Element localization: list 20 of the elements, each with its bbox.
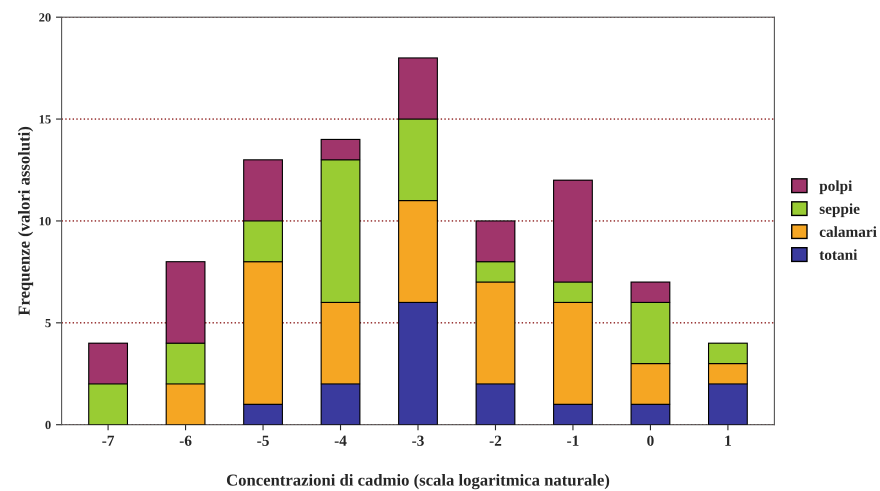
- y-tick-label: 0: [45, 420, 51, 430]
- x-tick-label: -2: [490, 436, 502, 446]
- x-tick-label: 1: [725, 436, 731, 446]
- y-tick-label: 20: [39, 13, 51, 22]
- x-tick-label: -1: [567, 436, 579, 446]
- legend-label: seppie: [820, 203, 860, 218]
- x-axis-title: Concentrazioni di cadmio (scala logaritmica naturale): [226, 474, 610, 490]
- y-axis-title: Frequenze (valori assoluti): [18, 126, 34, 316]
- x-tick-label: -5: [257, 436, 269, 446]
- y-tick-label: 15: [40, 115, 51, 124]
- y-tick-label: 5: [45, 318, 51, 328]
- legend-label: polpi: [819, 180, 852, 194]
- x-tick-label: -7: [102, 436, 114, 446]
- x-tick-label: -6: [180, 436, 192, 446]
- y-tick-label: 10: [40, 216, 51, 226]
- legend-label: calamari: [820, 226, 877, 237]
- x-tick-label: -4: [334, 436, 347, 446]
- x-tick-label: -3: [412, 436, 424, 446]
- x-tick-label: 0: [647, 436, 654, 446]
- legend-label: totani: [819, 249, 858, 260]
